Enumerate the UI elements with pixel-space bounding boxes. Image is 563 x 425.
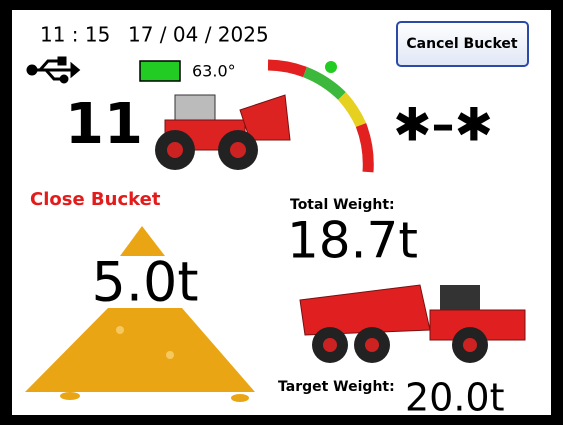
status-symbol: ✱–✱	[393, 98, 493, 152]
gauge-pointer	[325, 61, 337, 73]
target-weight: 20.0t	[405, 376, 505, 420]
date: 17 / 04 / 2025	[128, 23, 269, 47]
bucket-weight: 5.0t	[91, 251, 198, 314]
bucket-count: 11	[65, 92, 143, 157]
time: 11 : 15	[40, 23, 110, 47]
screen: 11 : 15 17 / 04 / 2025 Cancel Bucket 63.…	[0, 0, 563, 425]
total-weight: 18.7t	[287, 212, 418, 270]
cancel-bucket-button[interactable]: Cancel Bucket	[397, 22, 528, 66]
tilt-indicator	[140, 61, 180, 81]
tilt-angle: 63.0°	[192, 62, 236, 81]
button-label[interactable]: Cancel Bucket	[406, 36, 518, 52]
target-weight-label: Target Weight:	[278, 379, 395, 395]
bucket-instruction: Close Bucket	[30, 189, 161, 210]
page: 11 : 15 17 / 04 / 2025 Cancel Bucket 63.…	[0, 0, 563, 425]
